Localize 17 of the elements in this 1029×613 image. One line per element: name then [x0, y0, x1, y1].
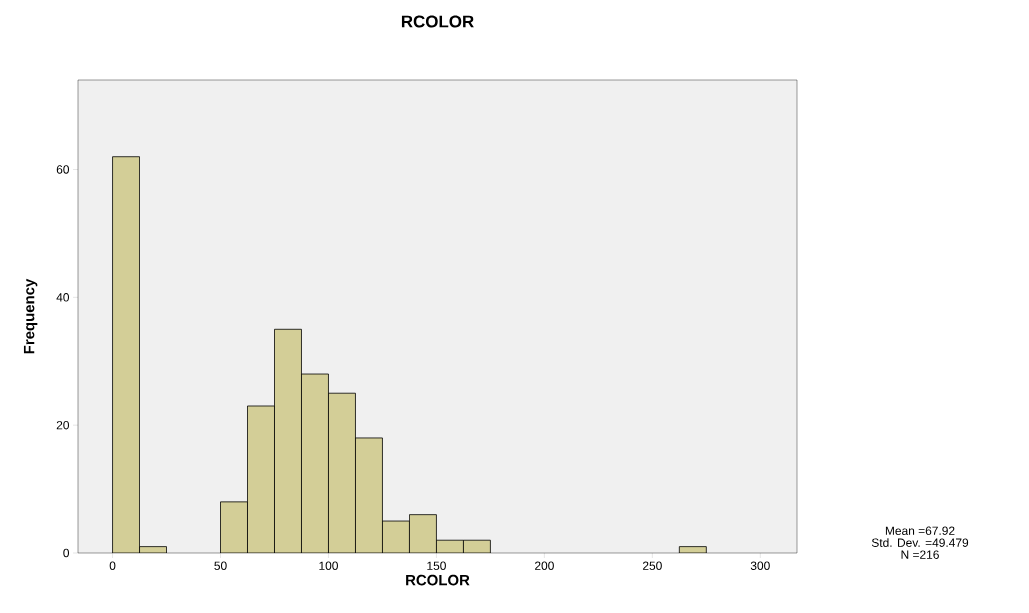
x-axis-title: RCOLOR: [406, 574, 470, 586]
y-tick-label: 40: [56, 293, 70, 302]
x-tick-label: 150: [427, 561, 446, 570]
x-tick-label: 0: [109, 561, 116, 570]
text: N =216: [901, 550, 939, 559]
y-tick-label: 0: [63, 548, 70, 558]
text: Mean =67.92: [885, 526, 955, 535]
x-tick-label: 200: [535, 561, 554, 570]
x-tick-label: 250: [642, 561, 662, 570]
x-tick-label: 50: [214, 561, 227, 570]
x-tick-label: 100: [319, 561, 338, 570]
y-tick-label: 20: [56, 420, 70, 430]
text: Std. Dev. =49.479: [871, 538, 969, 547]
x-tick-label: 300: [750, 561, 770, 570]
chart-title: RCOLOR: [401, 15, 474, 28]
y-axis-title: Frequency: [23, 278, 38, 354]
y-tick-label: 60: [56, 165, 70, 174]
